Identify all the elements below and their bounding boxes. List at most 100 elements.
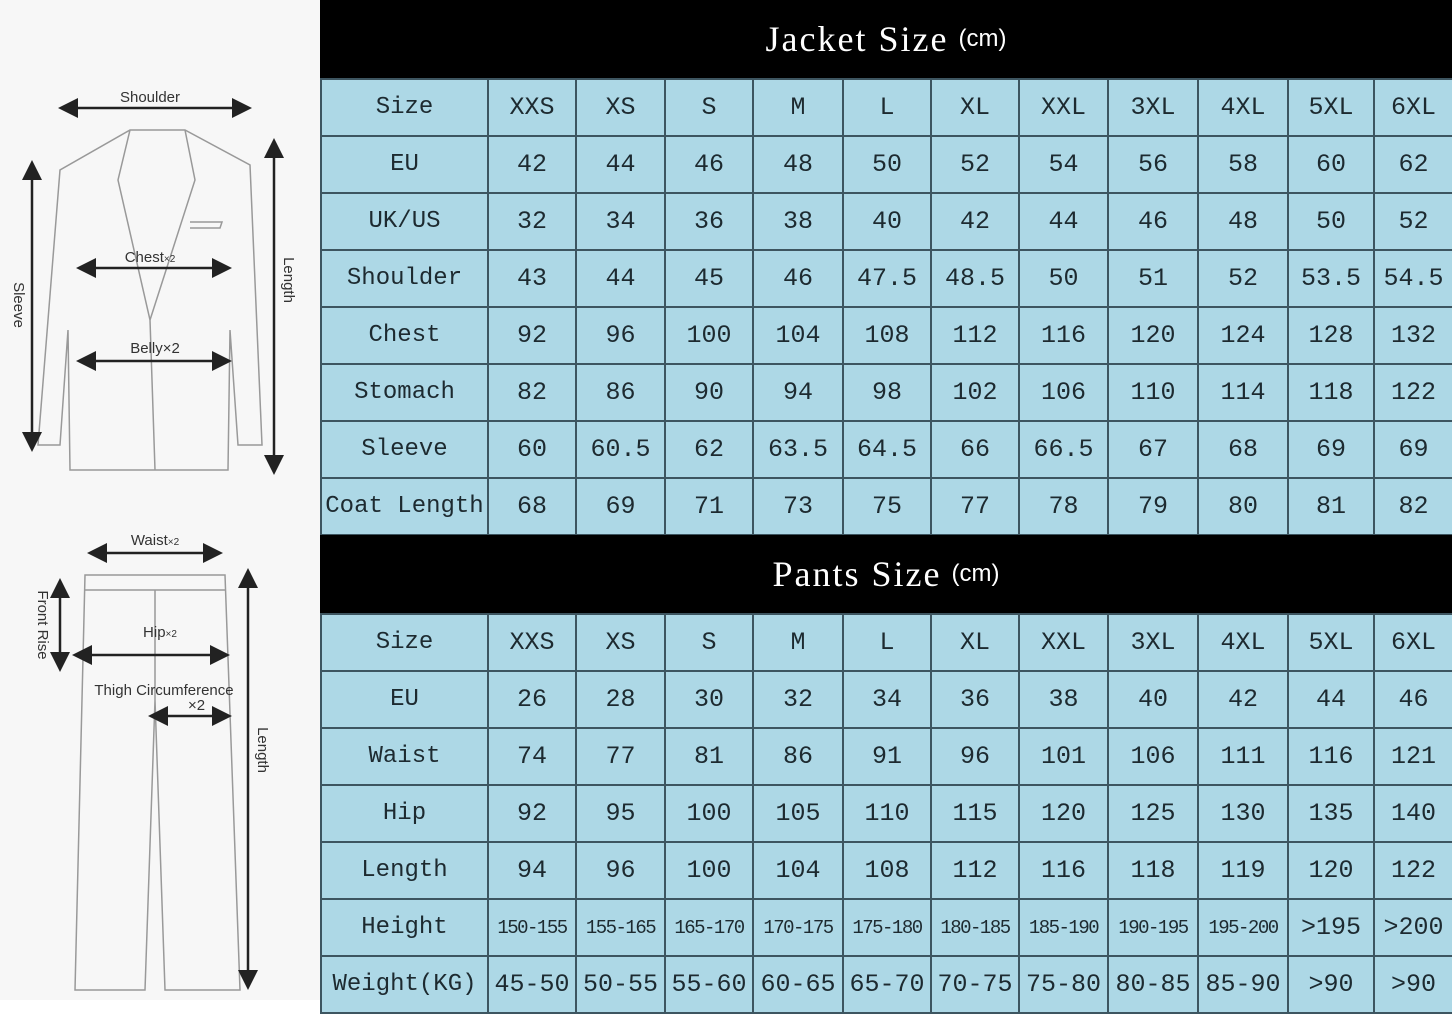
table-cell: 116 bbox=[1287, 727, 1375, 786]
table-cell: 100 bbox=[664, 784, 754, 843]
pants-size-section: Pants Size (cm) Size XXS XS S M L XL XXL 3XL 4XL 5X… bbox=[320, 535, 1452, 1014]
table-cell: 52 bbox=[930, 135, 1020, 194]
row-label: Size bbox=[320, 78, 489, 137]
table-cell: >90 bbox=[1287, 955, 1375, 1014]
table-cell: >90 bbox=[1373, 955, 1452, 1014]
table-cell: 40 bbox=[1107, 670, 1199, 729]
table-row: Length 94 96 100 104 108 112 116 118 119 120 122 bbox=[320, 841, 1452, 900]
table-cell: S bbox=[664, 78, 754, 137]
measurement-diagrams: Shoulder Chest×2 Belly×2 Sleeve Length W… bbox=[0, 0, 320, 1000]
table-cell: 26 bbox=[487, 670, 577, 729]
table-cell: 116 bbox=[1018, 841, 1109, 900]
table-cell: 124 bbox=[1197, 306, 1289, 365]
table-cell: 73 bbox=[752, 477, 844, 536]
table-cell: 96 bbox=[930, 727, 1020, 786]
table-cell: 91 bbox=[842, 727, 932, 786]
table-cell: 75-80 bbox=[1018, 955, 1109, 1014]
table-cell: 115 bbox=[930, 784, 1020, 843]
chest-label: Chest×2 bbox=[125, 249, 176, 266]
table-cell: 119 bbox=[1197, 841, 1289, 900]
hip-label: Hip×2 bbox=[143, 624, 177, 641]
table-cell: 68 bbox=[1197, 420, 1289, 479]
table-row: Hip 92 95 100 105 110 115 120 125 130 135 140 bbox=[320, 784, 1452, 843]
table-cell: 44 bbox=[1018, 192, 1109, 251]
table-cell: 94 bbox=[487, 841, 577, 900]
table-cell: 74 bbox=[487, 727, 577, 786]
row-label: Coat Length bbox=[320, 477, 489, 536]
table-cell: 120 bbox=[1018, 784, 1109, 843]
table-cell: 86 bbox=[752, 727, 844, 786]
table-cell: 80-85 bbox=[1107, 955, 1199, 1014]
table-cell: 54 bbox=[1018, 135, 1109, 194]
pants-title: Pants Size (cm) bbox=[320, 535, 1452, 613]
table-cell: 86 bbox=[575, 363, 666, 422]
pants-title-text: Pants Size bbox=[772, 554, 942, 594]
thigh-label: Thigh Circumference bbox=[94, 682, 233, 699]
table-cell: 50 bbox=[842, 135, 932, 194]
table-cell: 44 bbox=[575, 135, 666, 194]
table-cell: 5XL bbox=[1287, 613, 1375, 672]
table-cell: 50-55 bbox=[575, 955, 666, 1014]
row-label: Stomach bbox=[320, 363, 489, 422]
table-cell: 105 bbox=[752, 784, 844, 843]
thigh-mult-label: ×2 bbox=[188, 697, 205, 714]
row-label: EU bbox=[320, 135, 489, 194]
table-cell: 52 bbox=[1373, 192, 1452, 251]
table-row: Waist 74 77 81 86 91 96 101 106 111 116 121 bbox=[320, 727, 1452, 786]
table-cell: 175-180 bbox=[842, 898, 932, 957]
table-cell: 90 bbox=[664, 363, 754, 422]
table-cell: 60 bbox=[1287, 135, 1375, 194]
table-cell: 60 bbox=[487, 420, 577, 479]
table-cell: 69 bbox=[1373, 420, 1452, 479]
table-cell: 46 bbox=[1373, 670, 1452, 729]
table-cell: 116 bbox=[1018, 306, 1109, 365]
table-row: EU 42 44 46 48 50 52 54 56 58 60 62 bbox=[320, 135, 1452, 194]
table-cell: 64.5 bbox=[842, 420, 932, 479]
table-row: Weight(KG) 45-50 50-55 55-60 60-65 65-70 70-75… bbox=[320, 955, 1452, 1014]
table-cell: 165-170 bbox=[664, 898, 754, 957]
table-row: Height 150-155 155-165 165-170 170-175 175-18… bbox=[320, 898, 1452, 957]
jacket-length-label: Length bbox=[280, 257, 297, 303]
row-label: Chest bbox=[320, 306, 489, 365]
table-cell: 36 bbox=[664, 192, 754, 251]
row-label: Waist bbox=[320, 727, 489, 786]
table-cell: 70-75 bbox=[930, 955, 1020, 1014]
table-cell: 110 bbox=[842, 784, 932, 843]
table-row: Coat Length 68 69 71 73 75 77 78 79 80 81 82 bbox=[320, 477, 1452, 536]
row-label: Weight(KG) bbox=[320, 955, 489, 1014]
row-label: Height bbox=[320, 898, 489, 957]
table-cell: 36 bbox=[930, 670, 1020, 729]
table-cell: 195-200 bbox=[1197, 898, 1289, 957]
row-label: Size bbox=[320, 613, 489, 672]
table-cell: 69 bbox=[575, 477, 666, 536]
jacket-size-section: Jacket Size (cm) Size XXS XS S M L XL XXL 3XL 4XL 5… bbox=[320, 0, 1452, 536]
table-cell: 140 bbox=[1373, 784, 1452, 843]
table-cell: 118 bbox=[1107, 841, 1199, 900]
pants-unit: (cm) bbox=[951, 560, 1000, 587]
pants-length-label: Length bbox=[254, 727, 271, 773]
table-cell: 180-185 bbox=[930, 898, 1020, 957]
belly-label: Belly×2 bbox=[130, 340, 180, 357]
table-cell: 45 bbox=[664, 249, 754, 308]
row-label: Sleeve bbox=[320, 420, 489, 479]
table-row: UK/US 32 34 36 38 40 42 44 46 48 50 52 bbox=[320, 192, 1452, 251]
table-cell: 135 bbox=[1287, 784, 1375, 843]
table-cell: 100 bbox=[664, 841, 754, 900]
table-cell: 62 bbox=[1373, 135, 1452, 194]
table-cell: 50 bbox=[1287, 192, 1375, 251]
table-cell: L bbox=[842, 78, 932, 137]
table-cell: 120 bbox=[1287, 841, 1375, 900]
table-cell: XS bbox=[575, 613, 666, 672]
table-cell: 62 bbox=[664, 420, 754, 479]
table-cell: 42 bbox=[487, 135, 577, 194]
jacket-title: Jacket Size (cm) bbox=[320, 0, 1452, 78]
table-row: EU 26 28 30 32 34 36 38 40 42 44 46 bbox=[320, 670, 1452, 729]
row-label: Shoulder bbox=[320, 249, 489, 308]
table-cell: 44 bbox=[1287, 670, 1375, 729]
table-cell: 71 bbox=[664, 477, 754, 536]
table-cell: 3XL bbox=[1107, 78, 1199, 137]
table-cell: XXS bbox=[487, 78, 577, 137]
table-cell: 65-70 bbox=[842, 955, 932, 1014]
table-cell: 92 bbox=[487, 306, 577, 365]
waist-label: Waist×2 bbox=[131, 532, 180, 549]
